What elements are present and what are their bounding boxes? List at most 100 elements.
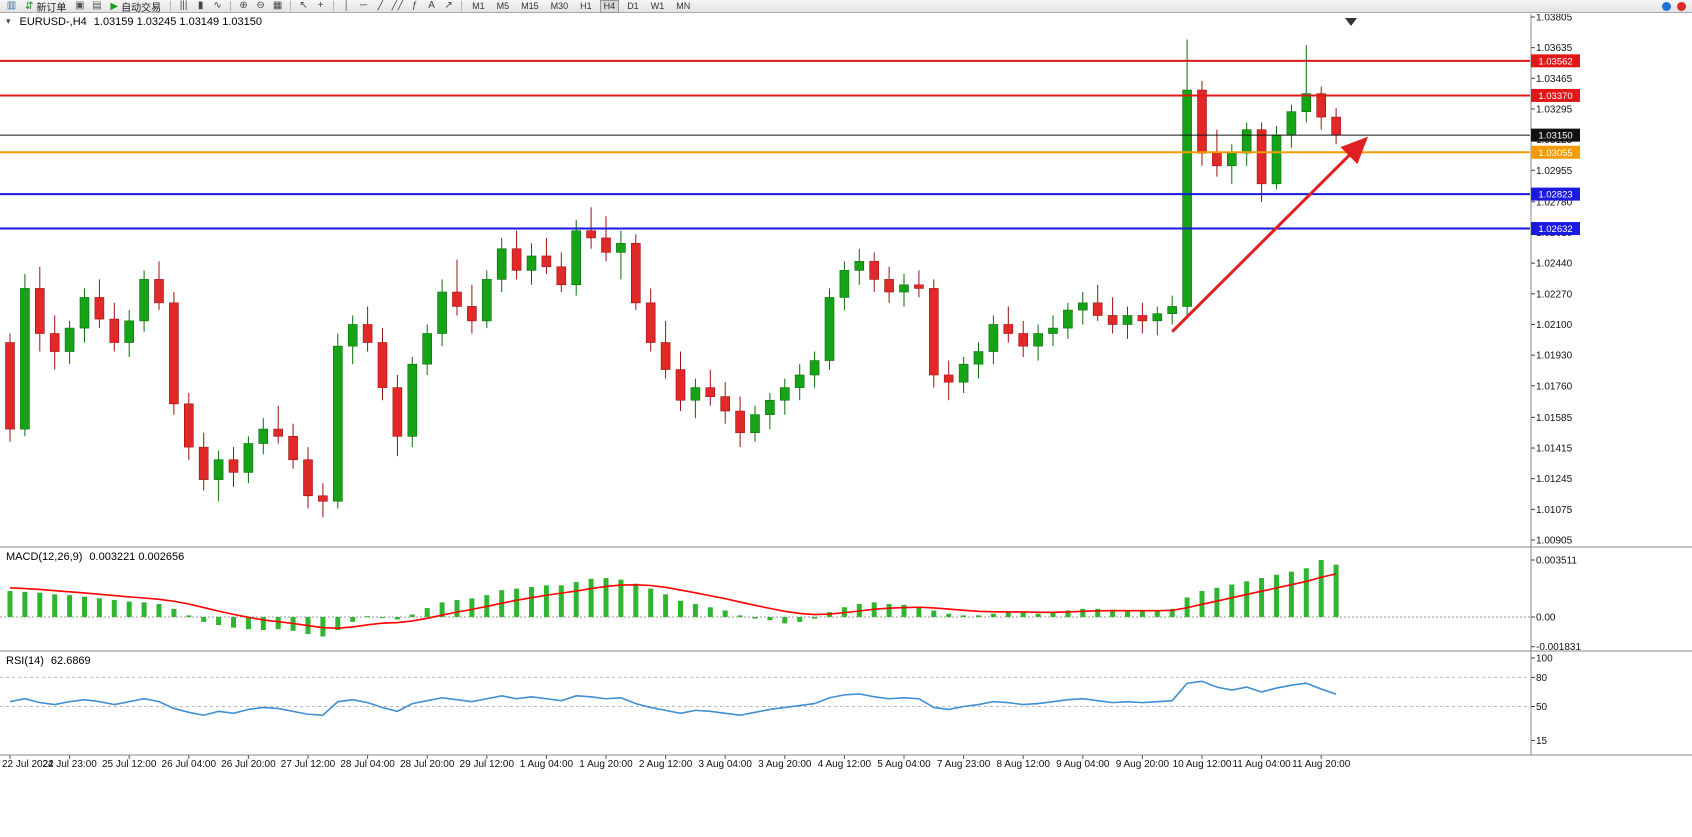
time-tick-label: 3 Aug 20:00 — [758, 759, 812, 770]
macd-histogram-bar — [1095, 608, 1101, 617]
candle-body — [1152, 313, 1163, 322]
timeframe-button-H4[interactable]: H4 — [599, 0, 620, 13]
candle-body — [854, 261, 865, 271]
macd-histogram-bar — [1259, 578, 1265, 617]
price-tick-label: 1.01585 — [1536, 413, 1573, 424]
profiles-icon[interactable]: ▤ — [89, 0, 104, 12]
time-tick-label: 5 Aug 04:00 — [877, 759, 931, 770]
horizontal-line-icon[interactable]: ─ — [356, 0, 371, 12]
macd-histogram-bar — [365, 616, 371, 618]
macd-histogram-bar — [67, 595, 73, 617]
macd-histogram-bar — [1303, 568, 1309, 617]
macd-histogram-bar — [1065, 610, 1071, 617]
candlestick-chart-icon: ▮ — [197, 0, 204, 11]
candle-body — [571, 230, 582, 286]
crosshair-icon[interactable]: + — [313, 0, 328, 12]
candle-body — [34, 288, 45, 334]
timeframe-button-M15[interactable]: M15 — [521, 0, 539, 11]
cursor-icon[interactable]: ↖ — [296, 0, 311, 12]
time-tick-label: 24 Jul 23:00 — [42, 759, 97, 770]
arrows-icon[interactable]: ↗ — [441, 0, 456, 12]
fibonacci-icon: ƒ — [411, 0, 418, 11]
price-level-tag-label: 1.03370 — [1538, 91, 1572, 102]
zoom-out-icon[interactable]: ⊖ — [253, 0, 268, 12]
price-tick-label: 1.01415 — [1536, 444, 1573, 455]
candle-body — [184, 403, 194, 448]
time-tick-label: 11 Aug 20:00 — [1292, 759, 1351, 770]
window-cascade-icon: ▣ — [75, 0, 85, 11]
cursor-icon: ↖ — [299, 0, 308, 11]
candle-body — [481, 279, 492, 322]
zoom-in-icon[interactable]: ⊕ — [236, 0, 251, 12]
tile-windows-icon[interactable]: ▦ — [270, 0, 285, 12]
macd-histogram-bar — [797, 617, 803, 622]
bar-chart-icon[interactable]: ||| — [176, 0, 191, 12]
new-order-button[interactable]: ⇵ 新订单 — [21, 0, 70, 14]
price-level-tag-label: 1.03562 — [1538, 56, 1572, 67]
timeframe-button-H1[interactable]: H1 — [580, 0, 592, 11]
macd-histogram-bar — [320, 617, 326, 637]
chart-dropdown-icon[interactable]: ▾ — [6, 16, 11, 26]
toolbar-separator — [461, 1, 463, 11]
new-order-icon: ⇵ — [25, 0, 34, 12]
window-cascade-icon[interactable]: ▣ — [72, 0, 87, 12]
macd-histogram-bar — [961, 615, 967, 617]
chart-canvas[interactable]: 1.038051.036351.034651.032951.031251.029… — [0, 14, 1692, 837]
macd-histogram-bar — [126, 601, 132, 617]
macd-histogram-bar — [350, 617, 356, 622]
charts-grid-icon[interactable]: ▥ — [4, 0, 19, 12]
macd-histogram-bar — [543, 585, 549, 617]
candle-body — [20, 288, 30, 430]
candle-body — [79, 297, 90, 329]
candle-body — [1018, 333, 1029, 347]
trendline-icon[interactable]: ╱ — [373, 0, 388, 12]
timeframe-button-M1[interactable]: M1 — [472, 0, 485, 11]
vertical-line-icon[interactable]: │ — [339, 0, 354, 12]
macd-histogram-bar — [245, 617, 251, 630]
price-tick-label: 1.01245 — [1536, 474, 1573, 485]
macd-histogram-bar — [231, 617, 236, 628]
candle-body — [958, 363, 969, 383]
candle-body — [1137, 315, 1148, 322]
candle-body — [705, 387, 716, 397]
price-tick-label: 1.02270 — [1536, 289, 1573, 300]
fibonacci-icon[interactable]: ƒ — [407, 0, 422, 12]
crosshair-icon: + — [317, 0, 324, 11]
candle-body — [1271, 134, 1282, 185]
autotrading-icon: ▶ — [110, 0, 119, 12]
alert-icon[interactable] — [1677, 1, 1686, 11]
time-tick-label: 28 Jul 20:00 — [400, 759, 455, 770]
candle-body — [49, 333, 60, 352]
candle-body — [1033, 333, 1043, 347]
price-level-tag — [1531, 88, 1580, 102]
trend-arrow[interactable] — [1171, 136, 1369, 333]
timeframe-button-MN[interactable]: MN — [676, 0, 691, 11]
timeframe-button-M5[interactable]: M5 — [496, 0, 510, 11]
macd-histogram-bar — [812, 617, 818, 619]
price-level-tag — [1531, 222, 1580, 236]
macd-histogram-bar — [1214, 587, 1220, 617]
rsi-scale-label: 80 — [1536, 673, 1548, 684]
price-axis[interactable]: 1.038051.036351.034651.032951.031251.029… — [1531, 14, 1573, 547]
timeframe-button-W1[interactable]: W1 — [650, 0, 665, 11]
community-icon[interactable] — [1662, 1, 1671, 11]
candlestick-chart-icon[interactable]: ▮ — [193, 0, 208, 12]
candle-body — [1212, 152, 1222, 167]
macd-histogram-bar — [275, 617, 281, 630]
text-icon[interactable]: A — [424, 0, 439, 12]
timeframe-button-M30[interactable]: M30 — [550, 0, 569, 11]
timeframe-button-D1[interactable]: D1 — [627, 0, 639, 11]
chart-shift-marker[interactable] — [1345, 18, 1357, 26]
macd-histogram-bar — [707, 607, 713, 617]
equidistant-channel-icon[interactable]: ╱╱ — [390, 0, 405, 12]
line-chart-icon[interactable]: ∿ — [210, 0, 225, 12]
toolbar-separator — [333, 1, 335, 11]
candle-body — [884, 279, 894, 293]
candle-body — [869, 261, 880, 280]
candle-body — [660, 342, 671, 370]
autotrading-button[interactable]: ▶ 自动交易 — [106, 0, 165, 14]
candle-body — [1316, 93, 1326, 118]
time-tick-label: 7 Aug 23:00 — [937, 759, 991, 770]
candle-body — [347, 324, 358, 347]
